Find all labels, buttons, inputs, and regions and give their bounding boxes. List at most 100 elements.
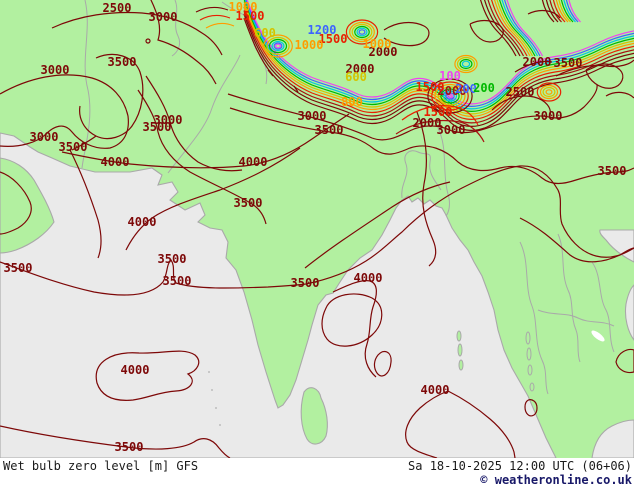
afghanistan-border — [171, 0, 181, 57]
minimum-ring — [431, 81, 469, 111]
minimum-ring — [456, 56, 476, 72]
band-contour — [541, 0, 555, 23]
myanmar-thailand-border — [519, 241, 549, 395]
contour-label: 4000 — [121, 363, 150, 377]
minimum-ring — [459, 58, 473, 70]
contour-label: 2000 — [369, 45, 398, 59]
band-contour — [243, 6, 634, 120]
contour-4000-bay-line — [332, 280, 377, 378]
band-contour — [565, 0, 579, 23]
contour-label: 3500 — [108, 55, 137, 69]
contour-1500-foothills — [401, 105, 479, 126]
contour-label: 1000 — [229, 0, 258, 14]
band-contour — [552, 0, 566, 23]
contour-2500 — [51, 11, 223, 56]
contour-label: 3000 — [437, 123, 466, 137]
band-contour — [246, 0, 634, 105]
contour-label: 2000 — [346, 62, 375, 76]
contour-label: 3500 — [234, 196, 263, 210]
contour-label: 4000 — [101, 155, 130, 169]
minimum-ring — [461, 60, 471, 68]
laos-vietnam-border — [591, 261, 615, 353]
contour-label: 3500 — [4, 261, 33, 275]
band-contour — [503, 0, 541, 57]
band-contour — [560, 0, 574, 23]
bangladesh-border — [401, 150, 442, 199]
contour-3500-west-tail — [71, 135, 97, 151]
thailand-laos-border — [557, 233, 581, 363]
minimum-ring — [266, 36, 290, 56]
band-contour — [490, 0, 528, 57]
cambodia-border — [537, 309, 615, 327]
contour-4000-bay-small-loop — [373, 350, 392, 377]
contour-label: 3500 — [291, 276, 320, 290]
tibet-squiggle-3 — [585, 63, 624, 89]
minimum-ring — [273, 42, 283, 50]
contour-3000-india — [227, 84, 598, 141]
minimum-ring — [271, 40, 285, 52]
contour-label: 1500 — [319, 32, 348, 46]
band-contour — [244, 0, 634, 110]
minimum-ring — [545, 89, 553, 95]
foothill-contours-layer — [199, 14, 485, 143]
band-contour — [483, 0, 521, 57]
contour-4000-bay-loop — [321, 293, 383, 347]
contour-label: 2500 — [506, 85, 535, 99]
oman-peninsula — [0, 157, 55, 254]
laccadive-islet — [219, 424, 221, 426]
contour-drop-central — [416, 111, 437, 267]
contour-label: 4000 — [354, 271, 383, 285]
contour-3500-ne-parallel — [304, 181, 451, 269]
contour-label: 1500 — [416, 80, 445, 94]
contour-label: 3000 — [298, 109, 327, 123]
gulf-of-tonkin — [599, 229, 634, 263]
contour-label: 1500 — [424, 105, 453, 119]
arabian-sea-bay-of-bengal — [0, 132, 557, 458]
footer-bar: Wet bulb zero level [m] GFS Sa 18-10-202… — [0, 458, 634, 490]
gulf-of-thailand — [591, 419, 634, 458]
pakistan-india-border — [167, 54, 241, 174]
contour-label: 1500 — [236, 9, 265, 23]
contour-label: 3500 — [163, 274, 192, 288]
contour-4000-se — [519, 217, 634, 263]
contour-3500-india-upper — [229, 107, 634, 185]
contour-label: 2000 — [438, 84, 467, 98]
contour-3500-ne — [555, 59, 634, 77]
band-contour — [493, 0, 531, 57]
contour-label: 4000 — [421, 383, 450, 397]
forecast-datetime: Sa 18-10-2025 12:00 UTC (06+06) — [408, 459, 632, 473]
contour-2000-foothills — [395, 119, 485, 143]
contour-3000-nw-india — [145, 75, 243, 172]
iran-pakistan-border — [81, 0, 91, 169]
minimum-ring — [440, 88, 460, 104]
tibet-squiggle-5 — [605, 91, 634, 99]
contour-label: 3500 — [158, 252, 187, 266]
band-contour — [243, 1, 634, 115]
band-west-curl-maroon — [195, 6, 229, 13]
copyright-link[interactable]: © weatheronline.co.uk — [480, 473, 632, 487]
band-contour — [487, 0, 525, 57]
minimum-ring — [275, 43, 281, 49]
contour-3500-oman-loop — [0, 171, 32, 235]
band-contour — [498, 0, 536, 57]
contour-label: 3000 — [30, 130, 59, 144]
contour-label: 3500 — [315, 123, 344, 137]
band-contour — [501, 0, 539, 57]
minimum-ring — [454, 54, 478, 74]
minimum-ring — [539, 84, 559, 100]
band-contour — [549, 0, 562, 23]
andaman-island — [458, 359, 464, 371]
product-title: Wet bulb zero level [m] GFS — [3, 459, 199, 473]
contour-loop-right-edge — [615, 348, 634, 374]
tibet-squiggle-2 — [469, 19, 504, 43]
contour-label: 600 — [345, 70, 367, 84]
laccadive-islet — [208, 371, 210, 373]
contour-label: 4000 — [239, 155, 268, 169]
minimum-ring — [358, 29, 366, 35]
tibet-squiggle-1 — [383, 21, 430, 47]
minimum-ring — [427, 78, 473, 114]
sri-lanka — [300, 387, 328, 445]
contour-label: 1000 — [363, 37, 392, 51]
